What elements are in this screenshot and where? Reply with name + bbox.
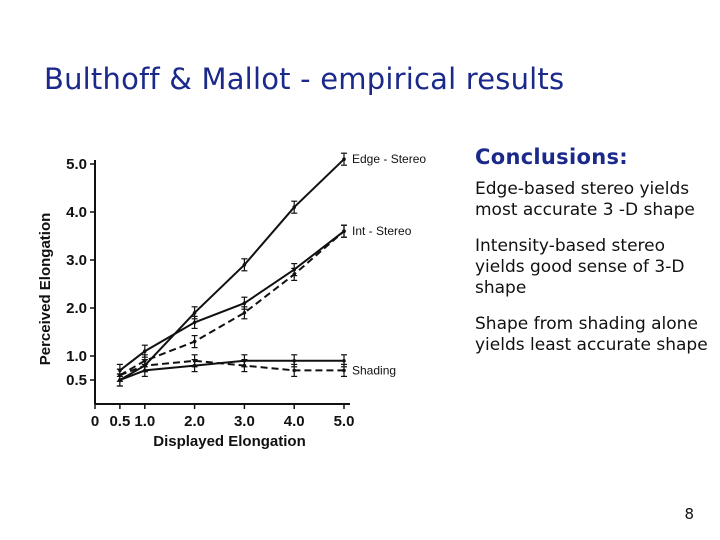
x-axis-label: Displayed Elongation [153,433,306,450]
data-point [192,311,197,315]
chart-svg: 0 0.5 1.0 2.0 3.0 4.0 5.00.51.02.03.04.05.0Dis… [37,152,426,450]
y-tick-label: 1.0 [66,348,87,365]
series-label: Edge - Stereo [352,152,426,166]
elongation-chart: 0 0.5 1.0 2.0 3.0 4.0 5.0 0.5 1.0 2.0 3.0 4.0 5.0 Dis… [25,132,465,462]
data-point [192,320,197,325]
conclusion-item-intensity-stereo: Intensity-based stereo yields good sense… [475,236,685,298]
data-point [143,349,147,353]
conclusion-item-edge-stereo: Edge-based stereo yields most accurate 3… [475,179,695,220]
series-line-0 [119,158,345,381]
series-line-4 [119,359,344,377]
y-axis-label: Perceived Elongation [37,213,54,366]
data-point [242,263,247,267]
y-tick-label: 2.0 [66,300,87,317]
conclusions-panel: Conclusions: Edge-based stereo yields mo… [475,145,715,371]
x-tick-label: 1.0 [134,413,155,430]
y-tick-label: 4.0 [66,204,87,221]
data-point [242,311,247,315]
data-point [242,301,247,305]
x-tick-label: 5.0 [334,413,355,430]
x-tick-label: 0.5 [109,413,130,430]
x-tick-label: 0 [91,413,99,430]
data-point [242,363,247,368]
data-point [292,368,297,373]
series-line-2 [119,230,345,377]
data-point [342,157,346,161]
series-label: Shading [352,363,396,377]
data-point [342,359,346,363]
data-point [292,272,297,277]
x-tick-label: 2.0 [184,413,205,430]
slide-title: Bulthoff & Mallot - empirical results [44,62,565,96]
y-tick-label: 5.0 [66,156,87,173]
data-point [192,359,197,363]
x-tick-label: 3.0 [234,413,255,430]
data-point [118,373,122,377]
data-point [192,339,197,344]
conclusion-item-shading: Shape from shading alone yields least ac… [475,314,708,355]
data-point [342,368,346,373]
data-point [342,229,346,233]
data-point [292,359,297,363]
y-tick-label: 0.5 [66,372,87,389]
page-number: 8 [684,505,694,523]
conclusions-heading: Conclusions: [475,145,628,169]
x-tick-label: 4.0 [284,413,305,430]
data-point [143,363,147,368]
y-tick-label: 3.0 [66,252,87,269]
series-line-1 [119,230,345,372]
data-point [292,205,297,209]
series-label: Int - Stereo [352,224,412,238]
